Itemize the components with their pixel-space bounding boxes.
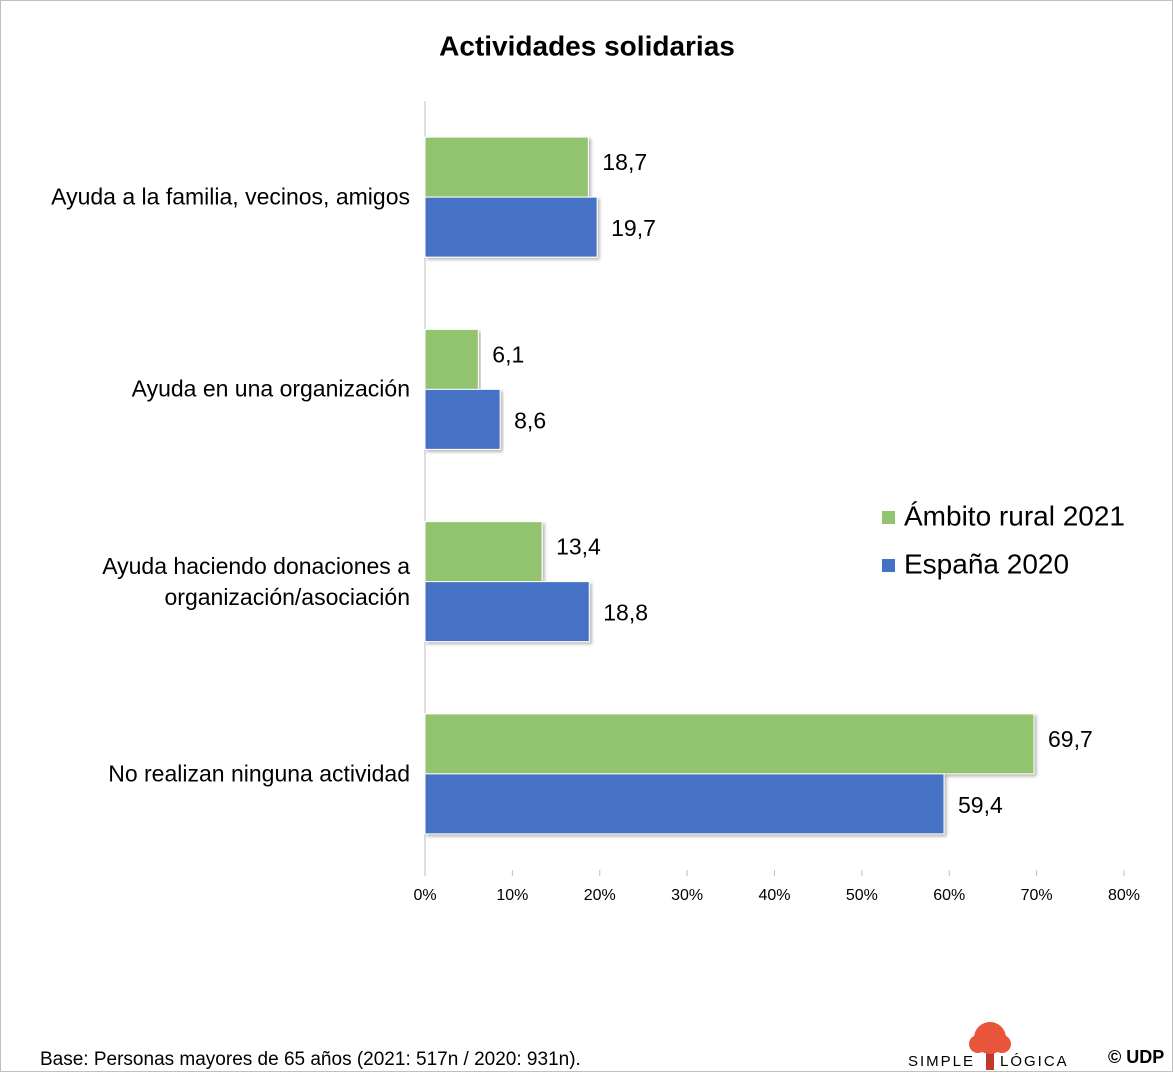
x-tick-label: 50% xyxy=(846,887,878,904)
bar xyxy=(424,328,479,390)
y-tick-label: Ayuda haciendo donaciones a organización… xyxy=(102,552,410,610)
logo-mark: © UDP xyxy=(1108,1047,1164,1067)
legend-swatch xyxy=(882,511,895,524)
logo-trunk xyxy=(986,1048,994,1070)
logo-text: SIMPLE xyxy=(908,1053,975,1070)
logo-tree xyxy=(969,1035,987,1053)
legend-label: España 2020 xyxy=(904,548,1069,579)
data-label: 69,7 xyxy=(1048,726,1093,752)
logo: SIMPLE LÓGICA © UDP xyxy=(908,1022,1164,1070)
bar xyxy=(424,581,590,643)
footnote: Base: Personas mayores de 65 años (2021:… xyxy=(40,1049,581,1070)
data-label: 18,8 xyxy=(603,600,648,626)
legend-swatch xyxy=(882,559,895,572)
data-label: 59,4 xyxy=(958,792,1003,818)
data-label: 18,7 xyxy=(602,149,647,175)
bar xyxy=(424,388,501,450)
x-tick-label: 10% xyxy=(496,887,528,904)
data-label: 19,7 xyxy=(611,215,656,241)
x-tick-label: 30% xyxy=(671,887,703,904)
logo-tree xyxy=(993,1035,1011,1053)
x-tick-label: 60% xyxy=(933,887,965,904)
bar xyxy=(424,136,589,198)
x-tick-label: 40% xyxy=(758,887,790,904)
x-tick-label: 0% xyxy=(413,887,436,904)
legend-label: Ámbito rural 2021 xyxy=(904,500,1125,531)
bar xyxy=(424,196,598,258)
y-tick-label: Ayuda a la familia, vecinos, amigos xyxy=(51,183,410,210)
bar xyxy=(424,521,543,583)
x-tick-label: 80% xyxy=(1108,887,1140,904)
x-tick-label: 70% xyxy=(1021,887,1053,904)
bar xyxy=(424,713,1035,775)
bar xyxy=(424,773,945,835)
logo-text: LÓGICA xyxy=(1000,1053,1069,1070)
chart-title: Actividades solidarias xyxy=(439,30,735,61)
y-tick-label: Ayuda en una organización xyxy=(131,375,410,402)
data-label: 13,4 xyxy=(556,534,601,560)
x-tick-label: 20% xyxy=(584,887,616,904)
data-label: 8,6 xyxy=(514,407,546,433)
data-label: 6,1 xyxy=(492,341,524,367)
y-tick-label: No realizan ninguna actividad xyxy=(108,760,410,787)
